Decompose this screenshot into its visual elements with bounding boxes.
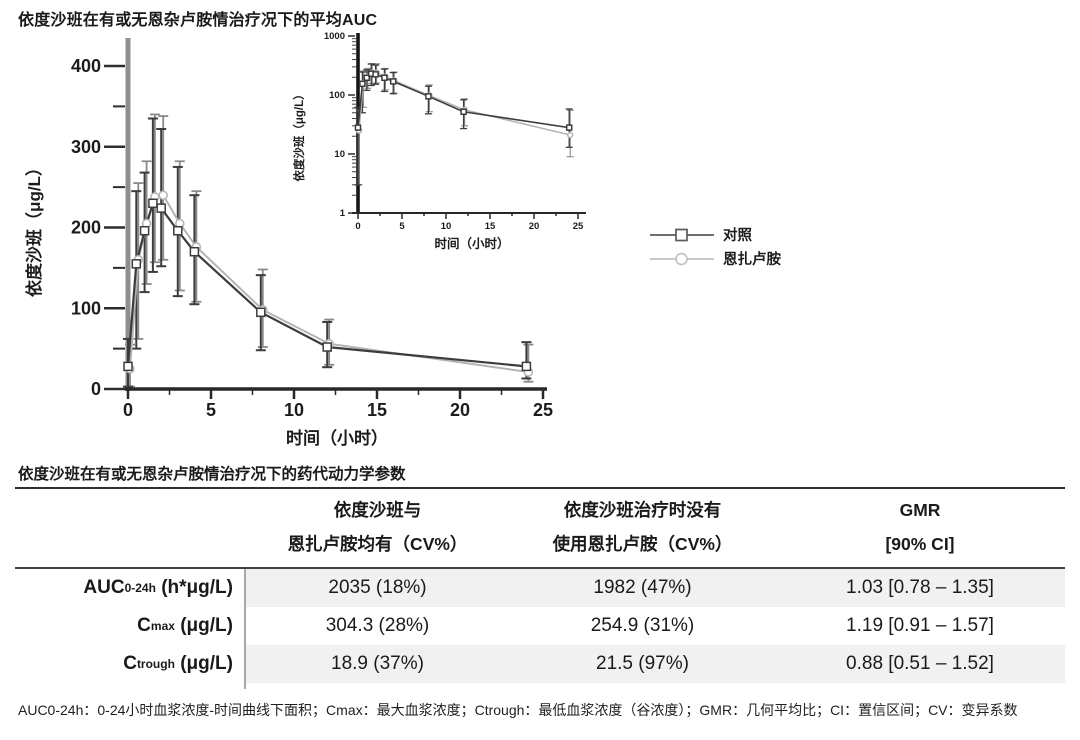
table-column-divider [244, 569, 246, 689]
svg-text:5: 5 [206, 400, 216, 420]
legend-label: 恩扎卢胺 [723, 250, 781, 268]
svg-text:0: 0 [355, 221, 360, 232]
value-gmr: 1.03 [0.78 – 1.35] [775, 569, 1065, 607]
control-marker [131, 259, 142, 269]
svg-text:10: 10 [441, 221, 452, 232]
y-axis [125, 38, 131, 391]
control-marker [256, 307, 266, 318]
control-marker [363, 74, 371, 82]
svg-text:25: 25 [533, 400, 553, 420]
y-axis-label: 依度沙班（μg/L） [292, 88, 306, 181]
value-with-enzalutamide: 18.9 (37%) [245, 645, 510, 683]
enzalutamide-marker [158, 190, 168, 200]
control-marker [521, 361, 532, 372]
value-without-enzalutamide: 254.9 (31%) [590, 615, 695, 636]
svg-text:200: 200 [71, 218, 101, 238]
value-with-enzalutamide: 2035 (18%) [245, 569, 510, 607]
table-row: AUC 0-24h (h*μg/L) 2035 (18%) 1982 (47%) 1.0… [15, 569, 1065, 607]
footnote: AUC0-24h：0-24小时血浆浓度-时间曲线下面积；Cmax：最大血浆浓度；… [18, 702, 1018, 718]
header-with-enzalutamide: 依度沙班与 恩扎卢胺均有（CV%） [287, 500, 468, 554]
x-axis-label: 时间（小时） [434, 236, 509, 251]
svg-text:10: 10 [284, 400, 304, 420]
svg-text:300: 300 [71, 137, 101, 157]
svg-text:5: 5 [399, 221, 405, 232]
svg-text:0: 0 [91, 379, 101, 399]
control-marker [565, 124, 573, 131]
control-marker [189, 246, 200, 257]
svg-text:15: 15 [367, 400, 387, 420]
control-line [126, 202, 527, 368]
control-marker [139, 225, 150, 236]
control-marker [156, 203, 166, 213]
enzalutamide-marker [566, 131, 574, 139]
param-label: AUC 0-24h (h*μg/L) [83, 577, 233, 598]
inset-chart: 1 10 100 1000 0 5 10 15 20 25 时间（小时） 依度沙班（μg/L） [292, 31, 586, 251]
control-marker [389, 78, 397, 85]
legend-label: 对照 [723, 226, 752, 244]
svg-text:25: 25 [573, 221, 584, 232]
control-marker [381, 74, 388, 82]
x-axis-label: 时间（小时） [286, 428, 388, 448]
svg-text:100: 100 [71, 298, 101, 318]
control-marker [359, 80, 366, 88]
header-gmr: GMR [90% CI] [885, 500, 955, 554]
svg-text:0: 0 [123, 400, 133, 420]
control-marker [460, 108, 467, 116]
svg-text:20: 20 [450, 400, 470, 420]
chart-title: 依度沙班在有或无恩杂卢胺情治疗况下的平均AUC [18, 12, 378, 29]
y-axis-label: 依度沙班（μg/L） [24, 159, 44, 297]
svg-text:10: 10 [334, 149, 345, 160]
header-parameter [15, 493, 245, 561]
value-gmr: 1.19 [0.91 – 1.57] [846, 615, 994, 636]
control-marker [148, 198, 158, 209]
control-marker [354, 124, 362, 131]
table-header-row: 依度沙班与 恩扎卢胺均有（CV%） 依度沙班治疗时没有 使用恩扎卢胺（CV%） GM… [15, 487, 1065, 569]
value-with-enzalutamide: 304.3 (28%) [325, 615, 430, 636]
value-gmr: 0.88 [0.51 – 1.52] [775, 645, 1065, 683]
legend-square-marker-icon [675, 228, 688, 242]
control-marker [123, 361, 133, 372]
control-marker [322, 342, 332, 352]
svg-text:100: 100 [329, 90, 345, 101]
legend-circle-marker-icon [675, 252, 688, 266]
svg-text:400: 400 [71, 56, 101, 76]
svg-text:1000: 1000 [324, 31, 345, 42]
table-body: AUC 0-24h (h*μg/L) 2035 (18%) 1982 (47%) 1.0… [15, 569, 1065, 689]
control-marker [173, 225, 183, 236]
table-title: 依度沙班在有或无恩杂卢胺情治疗况下的药代动力学参数 [18, 466, 406, 483]
control-marker [372, 71, 379, 78]
value-without-enzalutamide: 1982 (47%) [510, 569, 775, 607]
control-marker [425, 93, 432, 100]
svg-text:20: 20 [529, 221, 540, 232]
header-without-enzalutamide: 依度沙班治疗时没有 使用恩扎卢胺（CV%） [552, 500, 733, 554]
svg-text:1: 1 [340, 208, 346, 219]
svg-text:15: 15 [485, 221, 496, 232]
value-without-enzalutamide: 21.5 (97%) [510, 645, 775, 683]
pk-parameters-table: 依度沙班与 恩扎卢胺均有（CV%） 依度沙班治疗时没有 使用恩扎卢胺（CV%） GM… [15, 487, 1065, 689]
